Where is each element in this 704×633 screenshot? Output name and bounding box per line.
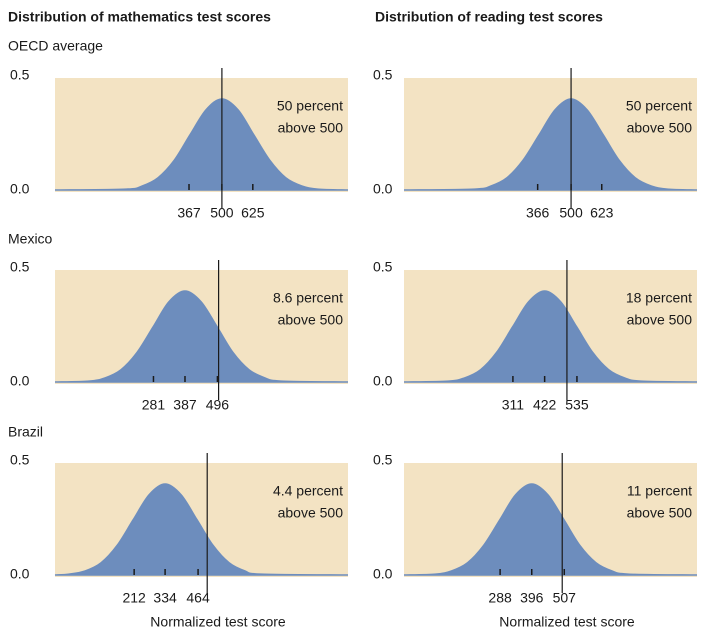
x-tick-label: 623 — [590, 205, 614, 221]
x-tick-label: 507 — [553, 590, 577, 606]
density-area — [403, 483, 698, 576]
y-tick-label: 0.0 — [10, 373, 30, 389]
y-tick-label: 0.5 — [10, 452, 30, 468]
annotation: above 500 — [627, 312, 693, 328]
annotation: above 500 — [278, 312, 344, 328]
annotation: 50 percent — [277, 98, 343, 114]
annotation: above 500 — [627, 505, 693, 521]
x-tick-label: 500 — [210, 205, 234, 221]
x-tick-label: 396 — [520, 590, 544, 606]
x-tick-label: 281 — [142, 397, 166, 413]
annotation: 4.4 percent — [273, 483, 343, 499]
annotation: 11 percent — [627, 483, 692, 499]
annotation: above 500 — [278, 505, 344, 521]
y-tick-label: 0.0 — [373, 566, 393, 582]
y-tick-label: 0.0 — [373, 181, 393, 197]
y-tick-label: 0.0 — [373, 373, 393, 389]
annotation: above 500 — [627, 120, 693, 136]
y-tick-label: 0.5 — [10, 259, 30, 275]
x-tick-label: 496 — [206, 397, 230, 413]
x-tick-label: 387 — [173, 397, 197, 413]
x-tick-label: 500 — [559, 205, 583, 221]
y-tick-label: 0.5 — [373, 259, 393, 275]
annotation: 8.6 percent — [273, 290, 343, 306]
x-tick-label: 535 — [565, 397, 589, 413]
column-title: Distribution of mathematics test scores — [8, 9, 271, 25]
density-area — [54, 483, 349, 576]
row-label: Mexico — [8, 231, 53, 247]
x-tick-label: 311 — [502, 397, 525, 413]
x-tick-label: 366 — [526, 205, 550, 221]
x-axis-label: Normalized test score — [499, 614, 635, 630]
y-tick-label: 0.5 — [10, 67, 30, 83]
x-tick-label: 422 — [533, 397, 557, 413]
y-tick-label: 0.0 — [10, 181, 30, 197]
annotation: above 500 — [278, 120, 344, 136]
x-tick-label: 288 — [488, 590, 512, 606]
x-tick-label: 625 — [241, 205, 265, 221]
annotation: 18 percent — [626, 290, 692, 306]
y-tick-label: 0.5 — [373, 67, 393, 83]
column-title: Distribution of reading test scores — [375, 9, 603, 25]
density-area — [403, 290, 698, 383]
row-label: OECD average — [8, 38, 103, 54]
y-tick-label: 0.0 — [10, 566, 30, 582]
x-tick-label: 334 — [153, 590, 177, 606]
x-tick-label: 367 — [177, 205, 201, 221]
annotation: 50 percent — [626, 98, 692, 114]
x-axis-label: Normalized test score — [150, 614, 286, 630]
x-tick-label: 212 — [122, 590, 146, 606]
density-area — [54, 290, 349, 383]
y-tick-label: 0.5 — [373, 452, 393, 468]
row-label: Brazil — [8, 424, 43, 440]
x-tick-label: 464 — [186, 590, 210, 606]
